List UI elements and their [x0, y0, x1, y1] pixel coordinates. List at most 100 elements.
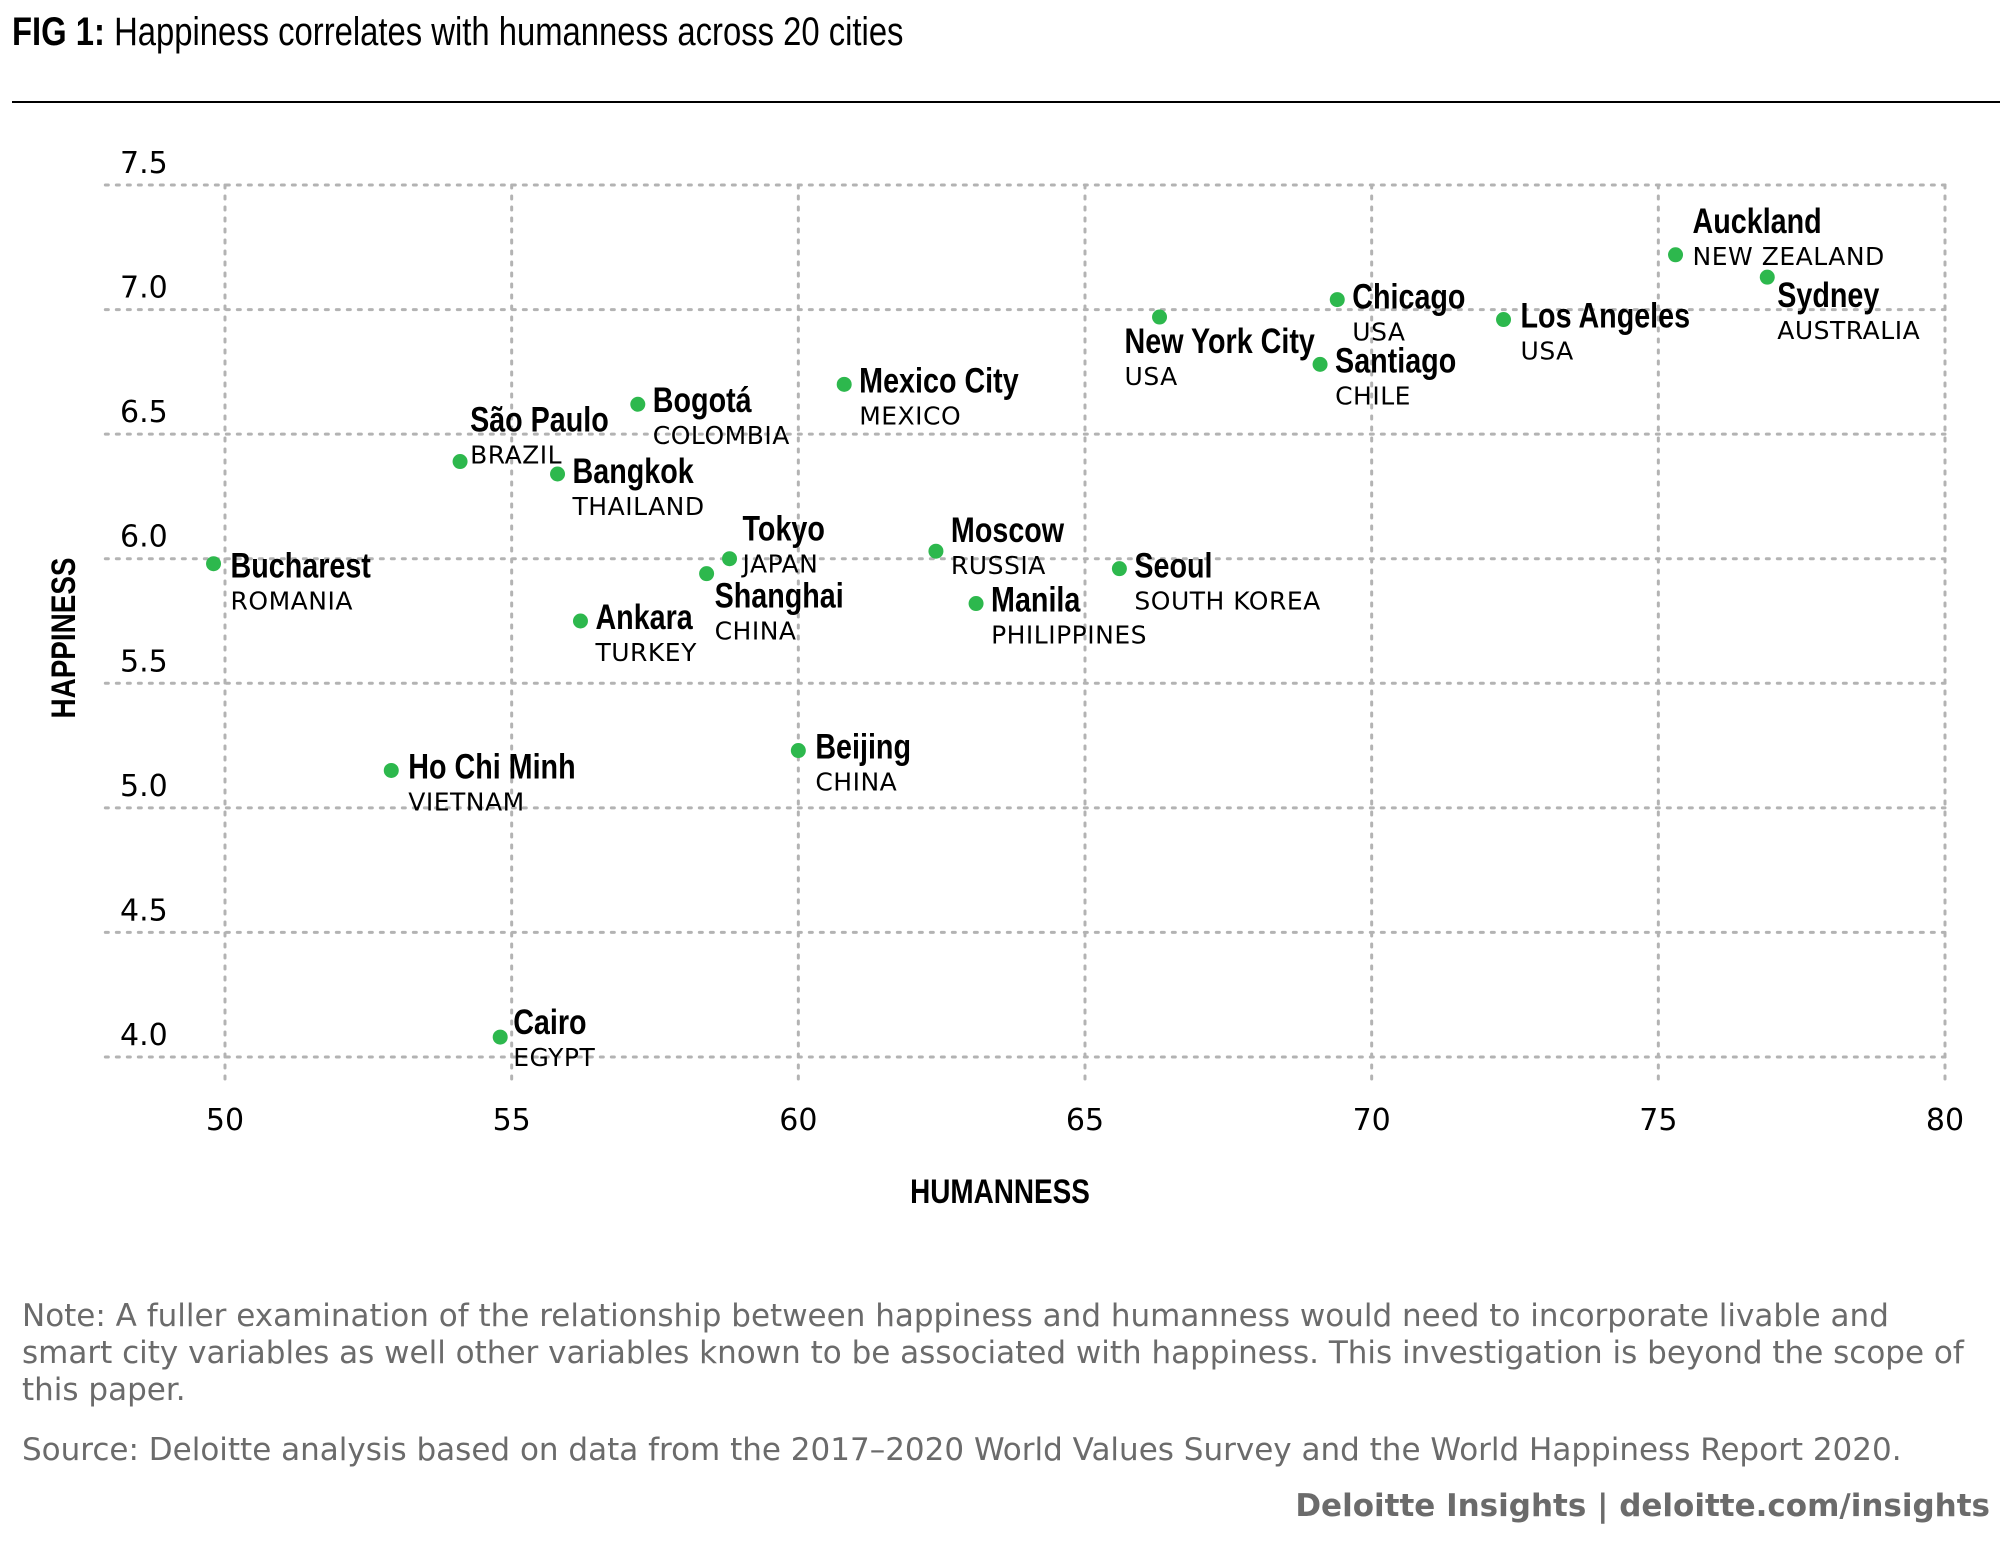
axis-ticks: 4.0 4.5 5.0 5.5 6.0 6.5 7.0 7.5 50 55 60 65 70 75 80: [120, 146, 1964, 1138]
data-point: [630, 396, 646, 412]
country-label: ROMANIA: [231, 587, 353, 616]
data-point: [572, 613, 588, 629]
data-point: [550, 466, 566, 482]
country-label: USA: [1521, 337, 1574, 366]
title-divider: [12, 101, 2000, 103]
x-tick-label: 55: [493, 1103, 531, 1138]
city-label: Sydney: [1777, 275, 1879, 314]
y-tick-label: 7.5: [120, 146, 168, 181]
country-label: VIETNAM: [408, 787, 524, 816]
city-label: Mexico City: [859, 361, 1019, 400]
data-point: [836, 376, 852, 392]
y-tick-label: 5.5: [120, 644, 168, 679]
data-point: [452, 454, 468, 470]
y-tick-label: 5.0: [120, 769, 168, 804]
country-label: NEW ZEALAND: [1693, 242, 1885, 271]
city-label: São Paulo: [470, 400, 609, 439]
data-point: [1111, 561, 1127, 577]
figure-title-text: Happiness correlates with humanness acro…: [114, 10, 904, 54]
data-point: [1312, 356, 1328, 372]
data-point: [383, 762, 399, 778]
x-tick-label: 50: [206, 1103, 244, 1138]
country-label: CHINA: [815, 768, 897, 797]
y-tick-label: 4.5: [120, 893, 168, 928]
figure-title: FIG 1: Happiness correlates with humanne…: [12, 10, 903, 55]
x-tick-label: 80: [1926, 1103, 1964, 1138]
country-label: USA: [1125, 362, 1178, 391]
city-label: Ho Chi Minh: [408, 747, 575, 786]
publisher-credit: Deloitte Insights | deloitte.com/insight…: [1295, 1488, 1990, 1524]
country-label: RUSSIA: [951, 551, 1046, 580]
country-label: USA: [1352, 318, 1405, 347]
city-label: Shanghai: [715, 576, 844, 615]
country-label: CHINA: [715, 617, 797, 646]
footnote: Note: A fuller examination of the relati…: [22, 1298, 1964, 1408]
city-label: Tokyo: [743, 509, 825, 548]
x-tick-label: 65: [1066, 1103, 1104, 1138]
data-point: [1329, 292, 1345, 308]
country-label: CHILE: [1335, 381, 1411, 410]
city-label: Los Angeles: [1521, 296, 1691, 335]
y-axis-label: HAPPINESS: [44, 557, 82, 718]
data-point: [1668, 247, 1684, 263]
data-point: [928, 543, 944, 559]
x-axis-label: HUMANNESS: [910, 1172, 1090, 1210]
y-tick-label: 4.0: [120, 1018, 168, 1053]
x-tick-label: 60: [779, 1103, 817, 1138]
data-point: [1759, 269, 1775, 285]
data-point: [206, 556, 222, 572]
country-label: COLOMBIA: [653, 421, 790, 450]
city-label: Chicago: [1352, 277, 1465, 316]
country-label: PHILIPPINES: [991, 621, 1147, 650]
city-label: Cairo: [513, 1002, 586, 1041]
country-label: THAILAND: [572, 492, 705, 521]
data-point: [1496, 312, 1512, 328]
country-label: AUSTRALIA: [1777, 316, 1920, 345]
city-label: Bogotá: [653, 381, 752, 420]
data-point: [492, 1029, 508, 1045]
city-label: Beijing: [815, 727, 911, 766]
source-note: Source: Deloitte analysis based on data …: [22, 1432, 1902, 1468]
data-point: [722, 551, 738, 567]
city-label: Moscow: [951, 511, 1064, 550]
city-label: Santiago: [1335, 341, 1456, 380]
data-point: [1152, 309, 1168, 325]
data-point: [968, 596, 984, 612]
x-tick-label: 75: [1639, 1103, 1677, 1138]
city-label: Auckland: [1693, 201, 1822, 240]
city-label: New York City: [1125, 321, 1315, 360]
data-point: [699, 566, 715, 582]
y-tick-label: 7.0: [120, 271, 168, 306]
grid-lines: [103, 183, 1947, 1084]
data-point: [790, 743, 806, 759]
country-label: JAPAN: [741, 550, 819, 579]
x-tick-label: 70: [1353, 1103, 1391, 1138]
figure-label: FIG 1:: [12, 10, 105, 54]
city-label: Bangkok: [573, 451, 694, 490]
scatter-chart: 4.0 4.5 5.0 5.5 6.0 6.5 7.0 7.5 50 55 60 65 70 75 80 A…: [44, 146, 1964, 1211]
y-tick-label: 6.5: [120, 395, 168, 430]
y-tick-label: 6.0: [120, 520, 168, 555]
city-label: Ankara: [595, 597, 692, 636]
country-label: BRAZIL: [470, 441, 562, 470]
